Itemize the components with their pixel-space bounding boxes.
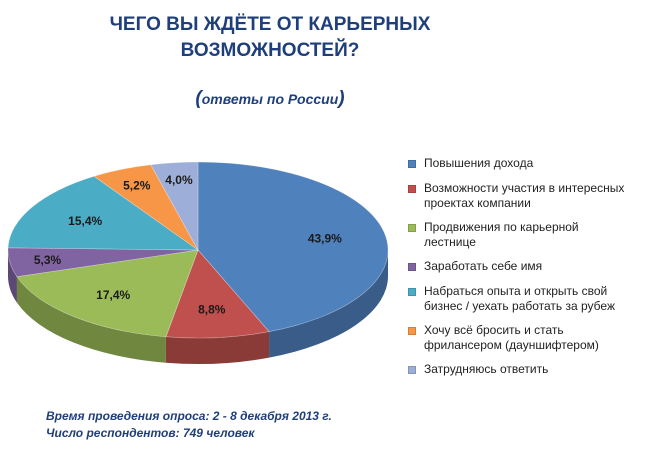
legend-swatch — [408, 263, 416, 271]
legend-label-cont: бизнес / уехать работать за рубеж — [424, 299, 615, 313]
pie-slice — [165, 249, 270, 339]
legend-swatch — [408, 288, 416, 296]
pie-sides — [8, 250, 388, 364]
pie-slice — [7, 247, 199, 278]
legend-label: Затрудняюсь ответить — [424, 362, 549, 376]
pie-data-label: 43,9% — [308, 232, 342, 246]
pie-slice-side — [16, 276, 166, 363]
chart-subtitle: (ответы по России) — [195, 88, 345, 109]
legend-swatch — [408, 366, 416, 374]
pie-slice-side — [269, 250, 388, 358]
pie-slices — [7, 161, 389, 339]
pie-data-label: 17,4% — [96, 288, 130, 302]
legend-item: Заработать себе имя — [408, 259, 648, 274]
legend-label: Повышения дохода — [424, 156, 534, 170]
legend-item: Хочу всё бросить и стать фрилансером (дау… — [408, 323, 648, 353]
legend-label-cont: фрилансером (дауншифтером) — [424, 338, 599, 352]
pie-slice — [7, 175, 200, 251]
chart-title: ЧЕГО ВЫ ЖДЁТЕ ОТ КАРЬЕРНЫХ ВОЗМОЖНОСТЕЙ? — [0, 12, 540, 64]
pie-slice-side — [165, 331, 270, 364]
pie-chart: 43,9% 8,8% 17,4% 5,3% 15,4% 5,2% 4,0% — [7, 161, 389, 364]
survey-footer: Время проведения опроса: 2 - 8 декабря 2… — [46, 408, 332, 442]
pie-data-label: 15,4% — [68, 214, 102, 228]
legend-label: Хочу всё бросить и стать — [424, 323, 564, 337]
respondent-count: Число респондентов: 749 человек — [46, 426, 255, 440]
legend-swatch — [408, 160, 416, 168]
pie-slice-side — [8, 250, 17, 303]
legend-label-cont: проектах компании — [424, 196, 531, 210]
pie-data-label: 5,3% — [34, 253, 62, 267]
survey-dates: Время проведения опроса: 2 - 8 декабря 2… — [46, 409, 332, 423]
pie-data-label: 8,8% — [198, 302, 226, 316]
legend-item: Затрудняюсь ответить — [408, 362, 648, 377]
pie-data-label: 5,2% — [123, 179, 151, 193]
legend-label-cont: лестнице — [424, 235, 476, 249]
pie-data-labels: 43,9% 8,8% 17,4% 5,3% 15,4% 5,2% 4,0% — [34, 173, 342, 316]
legend-item: Набраться опыта и открыть свой бизнес / у… — [408, 284, 648, 314]
legend-item: Повышения дохода — [408, 156, 648, 171]
legend-label: Набраться опыта и открыть свой — [424, 284, 608, 298]
chart-title-line2: ВОЗМОЖНОСТЕЙ? — [180, 40, 360, 61]
legend-item: Продвижения по карьерной лестнице — [408, 220, 648, 250]
pie-slice — [197, 161, 389, 332]
legend-label: Возможности участия в интересных — [424, 181, 625, 195]
chart-title-line1: ЧЕГО ВЫ ЖДЁТЕ ОТ КАРЬЕРНЫХ — [109, 14, 431, 35]
legend-swatch — [408, 327, 416, 335]
pie-slice — [16, 249, 199, 338]
legend-label: Заработать себе имя — [424, 259, 543, 273]
legend-label: Продвижения по карьерной — [424, 220, 579, 234]
pie-data-label: 4,0% — [165, 173, 193, 187]
legend-swatch — [408, 185, 416, 193]
legend: Повышения дохода Возможности участия в ин… — [408, 156, 648, 387]
pie-slice — [93, 164, 199, 251]
pie-slice — [150, 161, 199, 252]
chart-subtitle-text: ответы по России — [201, 91, 339, 107]
legend-swatch — [408, 224, 416, 232]
legend-item: Возможности участия в интересных проектах… — [408, 181, 648, 211]
